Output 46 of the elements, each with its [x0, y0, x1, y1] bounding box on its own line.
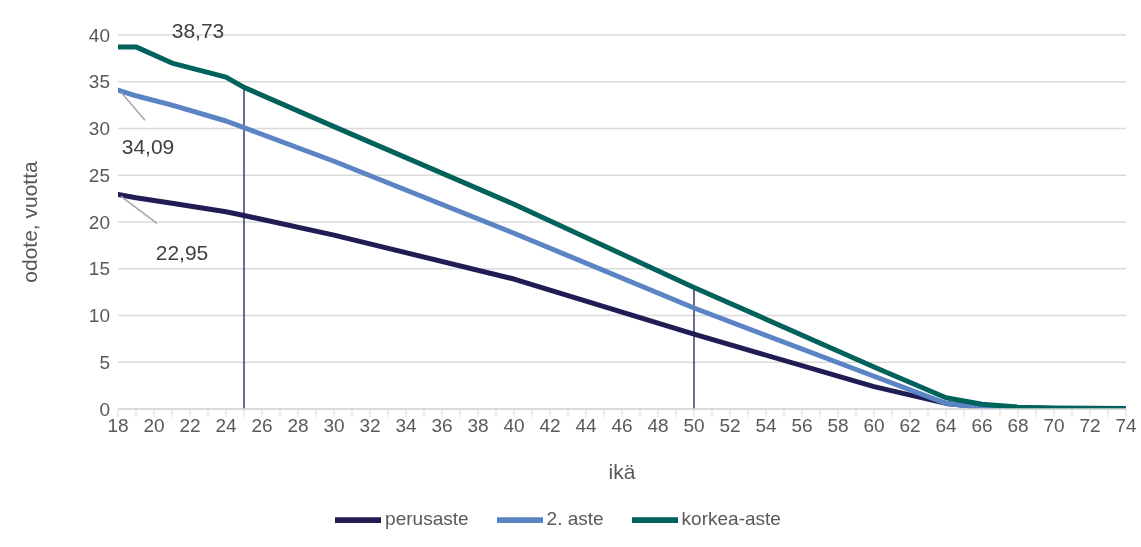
x-tick-label: 52: [719, 415, 741, 437]
legend-label: 2. aste: [546, 508, 604, 530]
data-label: 22,95: [155, 240, 209, 264]
x-tick-label: 62: [899, 415, 921, 437]
x-tick-label: 68: [1007, 415, 1029, 437]
x-tick-label: 28: [287, 415, 309, 437]
data-label: 38,73: [171, 19, 225, 43]
x-tick-label: 18: [107, 415, 129, 437]
x-tick-label: 60: [863, 415, 885, 437]
y-tick-label: 40: [88, 24, 110, 46]
x-tick-label: 70: [1043, 415, 1065, 437]
x-tick-label: 40: [503, 415, 525, 437]
y-tick-label: 0: [99, 398, 110, 420]
x-tick-label: 74: [1115, 415, 1137, 437]
y-tick-label: 25: [88, 164, 110, 186]
x-tick-label: 66: [971, 415, 993, 437]
y-tick-label: 30: [88, 118, 110, 140]
x-tick-label: 58: [827, 415, 849, 437]
y-tick-label: 20: [88, 211, 110, 233]
x-tick-label: 72: [1079, 415, 1101, 437]
x-tick-label: 30: [323, 415, 345, 437]
x-tick-label: 24: [215, 415, 237, 437]
x-tick-label: 32: [359, 415, 381, 437]
data-label: 34,09: [121, 134, 175, 158]
x-tick-label: 22: [179, 415, 201, 437]
y-tick-label: 35: [88, 71, 110, 93]
x-tick-label: 44: [575, 415, 597, 437]
x-tick-label: 50: [683, 415, 705, 437]
x-tick-label: 20: [143, 415, 165, 437]
x-tick-label: 42: [539, 415, 561, 437]
x-tick-label: 54: [755, 415, 777, 437]
x-tick-label: 64: [935, 415, 957, 437]
x-tick-label: 34: [395, 415, 417, 437]
x-tick-label: 38: [467, 415, 489, 437]
y-tick-label: 15: [88, 258, 110, 280]
legend-label: korkea-aste: [681, 508, 781, 530]
x-axis-title: ikä: [608, 460, 636, 483]
y-tick-label: 10: [88, 305, 110, 327]
x-tick-label: 48: [647, 415, 669, 437]
x-tick-label: 26: [251, 415, 273, 437]
x-tick-label: 36: [431, 415, 453, 437]
y-tick-label: 5: [99, 351, 110, 373]
y-axis-title: odote, vuotta: [18, 160, 42, 283]
x-tick-label: 56: [791, 415, 813, 437]
legend-label: perusaste: [385, 508, 469, 530]
x-tick-label: 46: [611, 415, 633, 437]
